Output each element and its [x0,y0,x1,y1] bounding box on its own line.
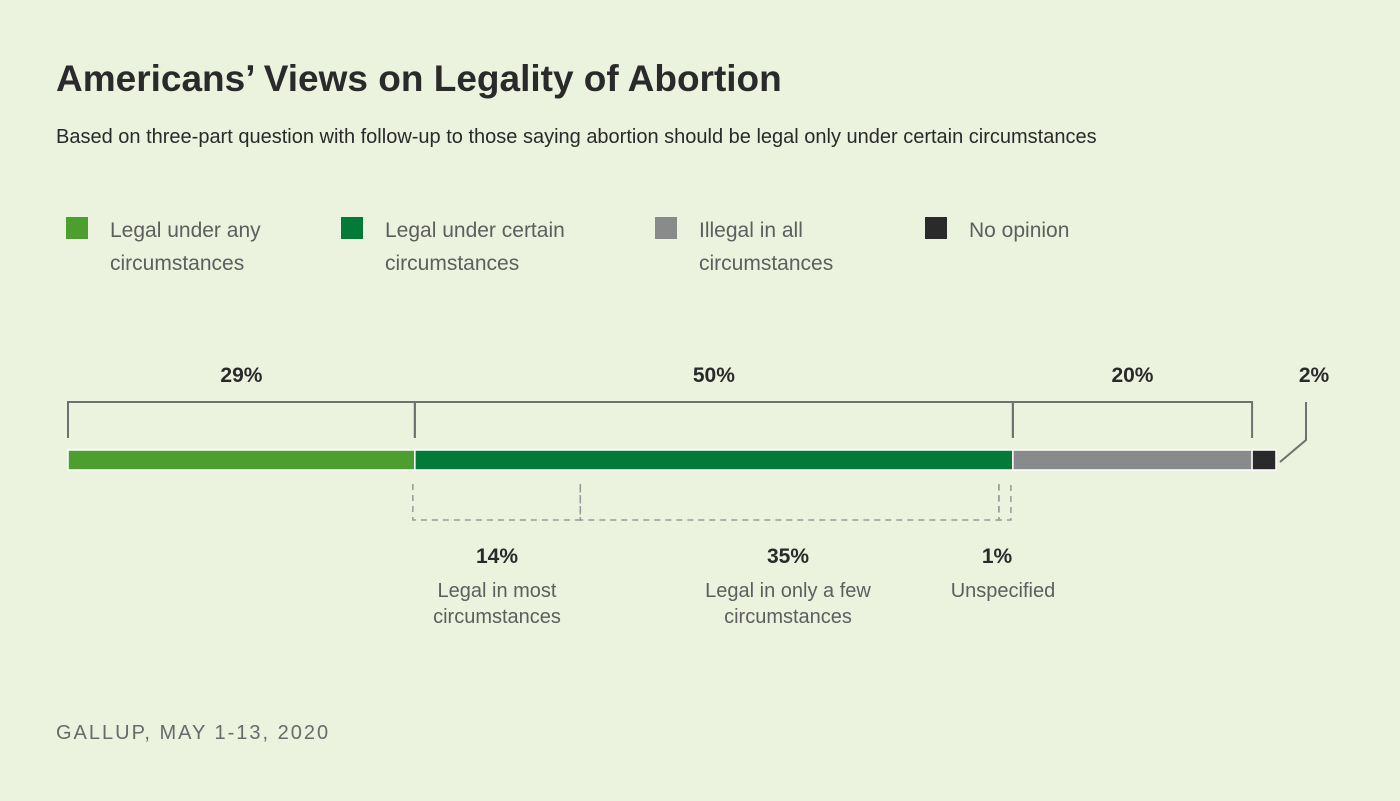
legend-item: Illegal in all circumstances [655,214,889,280]
bar-segment [1012,449,1253,471]
chart-subtitle: Based on three-part question with follow… [56,126,1097,148]
segment-label: 20% [1111,364,1153,387]
segment-label: 29% [220,364,262,387]
breakdown-bracket [412,484,582,521]
legend-swatch [341,217,363,239]
breakdown-bracket [579,484,1000,521]
legend-item: Legal under certain circumstances [341,214,575,280]
breakdown-label: circumstances [724,606,852,628]
breakdown-label: Legal in most [438,580,557,602]
breakdown-label: Unspecified [951,580,1056,602]
breakdown-bracket [998,484,1012,521]
bar-segment [67,449,416,471]
legend-item: Legal under any circumstances [66,214,300,280]
breakdown-label: Legal in only a few [705,580,871,602]
legend-item: No opinion [925,214,1159,247]
chart-title: Americans’ Views on Legality of Abortion [56,58,782,99]
legend-swatch [925,217,947,239]
bar-segment [414,449,1014,471]
bar-segment [1251,449,1277,471]
breakdown-label: circumstances [433,606,561,628]
leader-line [1279,402,1307,463]
bracket [67,401,416,438]
legend-swatch [655,217,677,239]
source-note: GALLUP, MAY 1-13, 2020 [56,722,331,744]
legend-label: No opinion [969,219,1070,242]
segment-label: 2% [1299,364,1330,387]
segment-label: 50% [693,364,735,387]
legend-label: Legal under any circumstances [110,219,261,275]
breakdown-value: 35% [767,545,809,568]
legend-swatch [66,217,88,239]
legend-label: Legal under certain circumstances [385,219,565,275]
breakdown-value: 14% [476,545,518,568]
bracket [1011,401,1254,438]
breakdown-value: 1% [982,545,1013,568]
legend-label: Illegal in all circumstances [699,219,834,275]
bracket [413,401,1014,438]
